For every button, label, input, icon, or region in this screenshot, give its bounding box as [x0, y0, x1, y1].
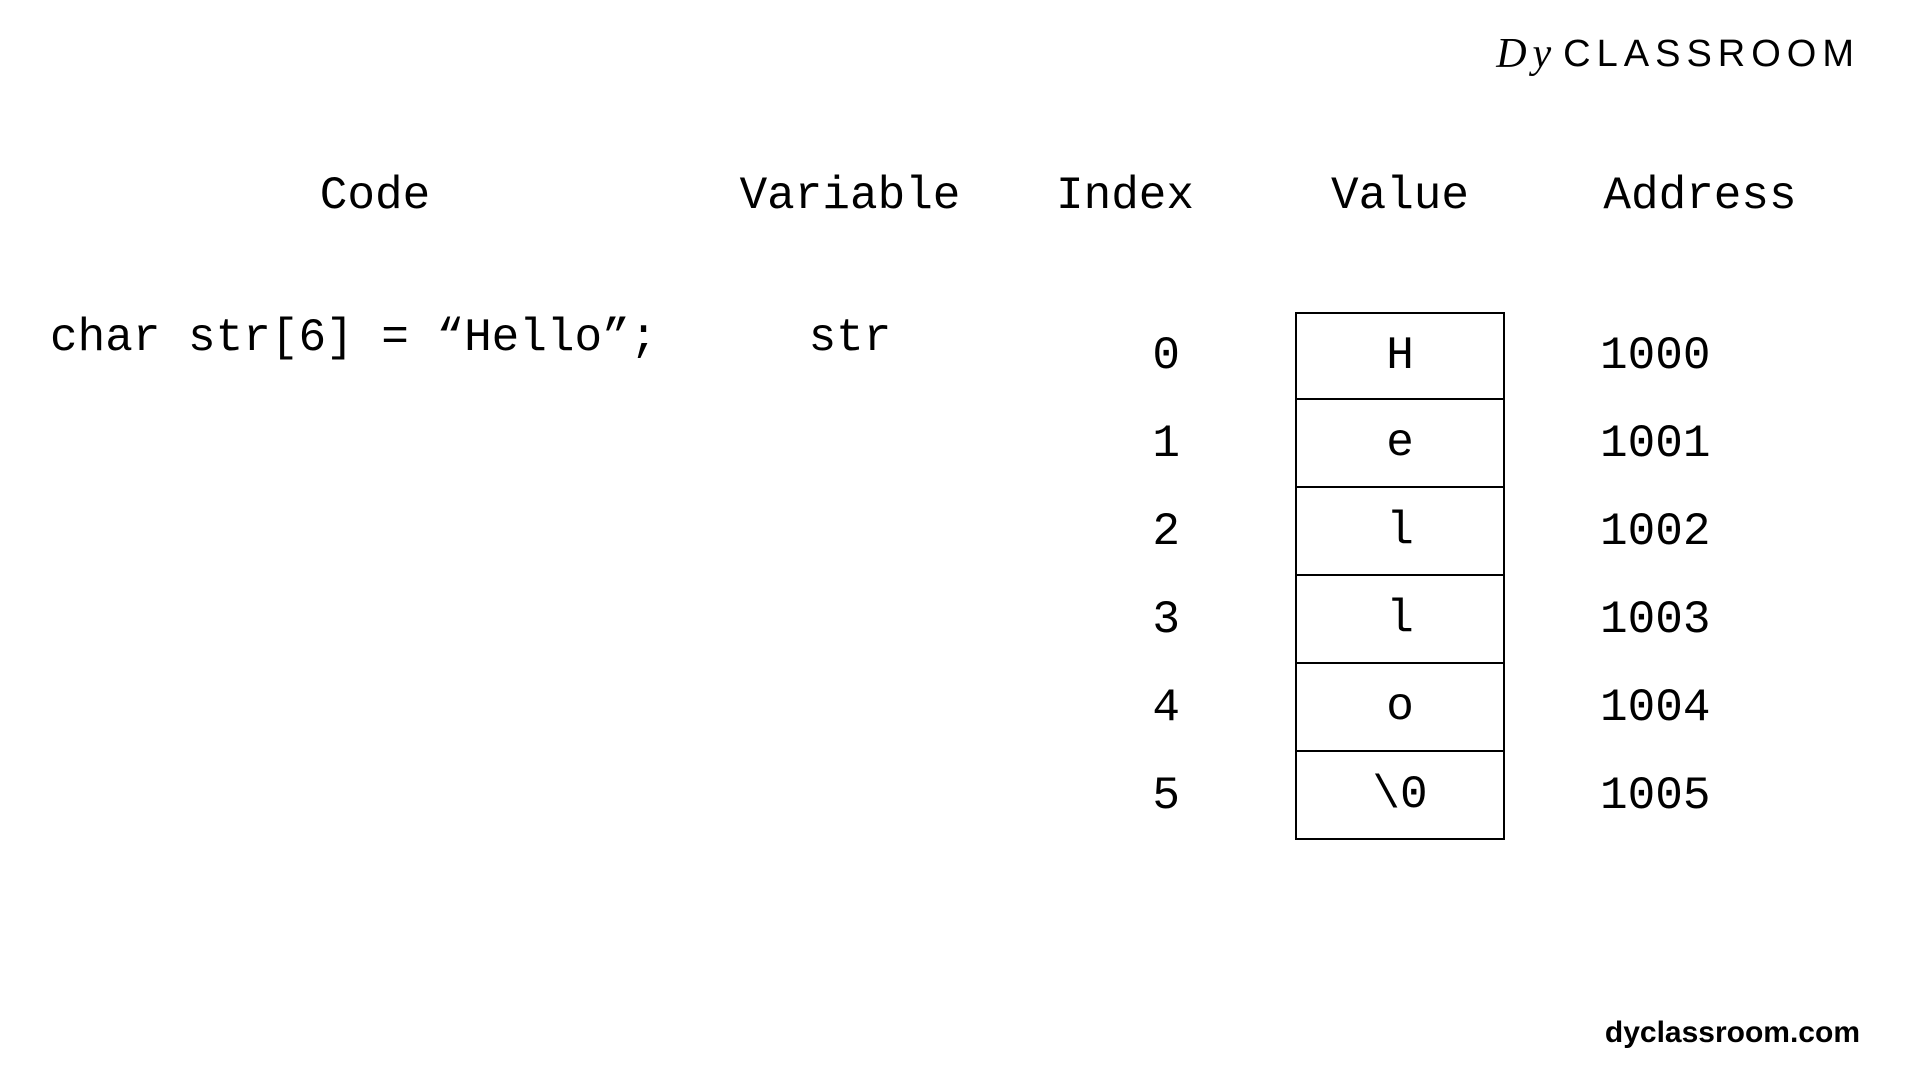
index-cell: 4 — [1152, 664, 1180, 752]
header-variable: Variable — [700, 170, 1000, 222]
footer-url: dyclassroom.com — [1605, 1016, 1860, 1050]
brand-logo: Dy CLASSROOM — [1496, 30, 1860, 78]
index-cell: 5 — [1152, 752, 1180, 840]
logo-icon: Dy — [1496, 30, 1557, 78]
address-cell: 1001 — [1600, 400, 1710, 488]
variable-name: str — [700, 312, 1000, 840]
address-cell: 1000 — [1600, 312, 1710, 400]
diagram-content: Code Variable Index Value Address char s… — [50, 170, 1870, 840]
index-cell: 0 — [1152, 312, 1180, 400]
address-cell: 1002 — [1600, 488, 1710, 576]
header-value: Value — [1250, 170, 1550, 222]
index-cell: 1 — [1152, 400, 1180, 488]
index-cell: 2 — [1152, 488, 1180, 576]
column-headers: Code Variable Index Value Address — [50, 170, 1870, 222]
value-cell: l — [1295, 488, 1505, 576]
address-cell: 1004 — [1600, 664, 1710, 752]
value-cell: H — [1295, 312, 1505, 400]
header-code: Code — [50, 170, 700, 222]
header-address: Address — [1550, 170, 1850, 222]
address-cell: 1005 — [1600, 752, 1710, 840]
value-cell: o — [1295, 664, 1505, 752]
address-cell: 1003 — [1600, 576, 1710, 664]
index-column: 0 1 2 3 4 5 — [1000, 312, 1250, 840]
header-index: Index — [1000, 170, 1250, 222]
value-cell: \0 — [1295, 752, 1505, 840]
index-cell: 3 — [1152, 576, 1180, 664]
address-column: 1000 1001 1002 1003 1004 1005 — [1550, 312, 1850, 840]
data-grid: char str[6] = “Hello”; str 0 1 2 3 4 5 H… — [50, 312, 1870, 840]
code-snippet: char str[6] = “Hello”; — [50, 312, 700, 840]
logo-text: CLASSROOM — [1563, 33, 1860, 76]
value-cell: e — [1295, 400, 1505, 488]
value-column: H e l l o \0 — [1250, 312, 1550, 840]
value-cell: l — [1295, 576, 1505, 664]
